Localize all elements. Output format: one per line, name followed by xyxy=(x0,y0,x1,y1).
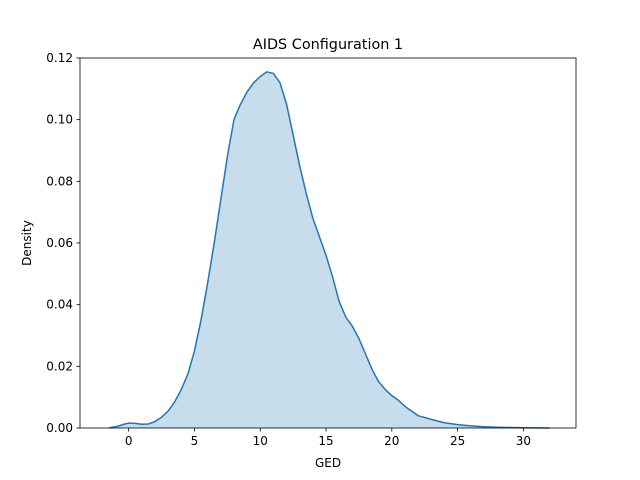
y-axis-label: Density xyxy=(20,220,34,266)
y-tick-label: 0.00 xyxy=(46,421,73,435)
x-axis-ticks: 0 5 10 15 20 25 30 xyxy=(125,428,531,448)
plot-area xyxy=(108,71,550,429)
x-tick-label: 5 xyxy=(191,434,199,448)
y-tick-label: 0.08 xyxy=(46,174,73,188)
x-tick-label: 0 xyxy=(125,434,133,448)
density-fill xyxy=(108,71,550,429)
x-tick-label: 10 xyxy=(253,434,268,448)
chart-title: AIDS Configuration 1 xyxy=(253,37,403,53)
y-tick-label: 0.02 xyxy=(46,359,73,373)
x-tick-label: 25 xyxy=(450,434,465,448)
density-line xyxy=(108,71,550,429)
y-tick-label: 0.12 xyxy=(46,51,73,65)
x-axis-label: GED xyxy=(315,456,341,470)
y-tick-label: 0.06 xyxy=(46,236,73,250)
x-tick-label: 15 xyxy=(318,434,333,448)
y-tick-label: 0.04 xyxy=(46,298,73,312)
x-tick-label: 20 xyxy=(384,434,399,448)
x-tick-label: 30 xyxy=(516,434,531,448)
y-axis-ticks: 0.00 0.02 0.04 0.06 0.08 0.10 0.12 xyxy=(46,51,80,435)
y-tick-label: 0.10 xyxy=(46,113,73,127)
